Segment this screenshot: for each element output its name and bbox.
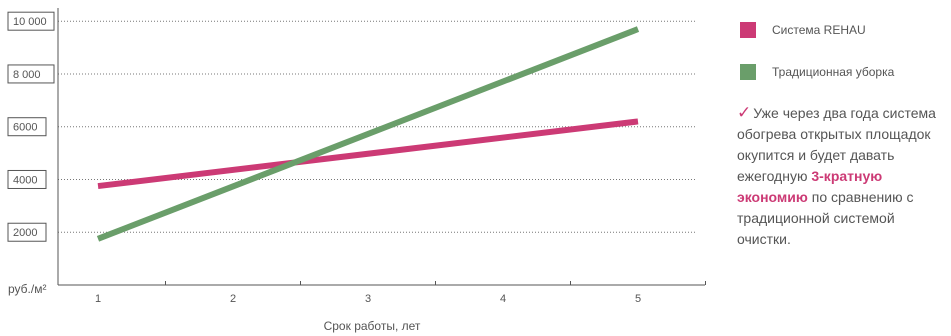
y-tick-label: 2000: [13, 227, 37, 239]
chart: 2000 4000 6000 8 000 10 000 1 2 3 4 5 руб./м² Ср…: [7, 8, 706, 333]
x-axis-title: Срок работы, лет: [324, 319, 421, 333]
legend-item-rehau: Система REHAU: [740, 20, 894, 40]
legend-swatch: [740, 22, 756, 38]
y-tick-box: [7, 11, 55, 31]
y-tick-box: [7, 117, 47, 137]
checkmark-icon: ✓: [737, 103, 752, 122]
legend-swatch: [740, 64, 756, 80]
x-tick-label: 1: [95, 293, 101, 305]
legend: Система REHAU Традиционная уборка: [740, 20, 894, 104]
y-tick-label: 10 000: [13, 16, 47, 28]
x-tick-label: 3: [365, 293, 371, 305]
y-tick-label: 8 000: [13, 69, 41, 81]
note-text-end: по сравнению с традиционной системой очи…: [737, 189, 914, 247]
note-text: Уже через два года система обогрева откр…: [737, 105, 936, 184]
legend-item-traditional: Традиционная уборка: [740, 62, 894, 82]
y-tick-box: [7, 169, 47, 189]
y-tick-box: [7, 64, 55, 84]
savings-note: ✓ Уже через два года система обогрева отк…: [737, 102, 951, 250]
legend-label: Система REHAU: [772, 23, 866, 37]
y-tick-box: [7, 222, 47, 242]
y-unit-label: руб./м²: [8, 282, 46, 296]
y-tick-label: 6000: [13, 122, 37, 134]
legend-label: Традиционная уборка: [772, 65, 895, 79]
x-tick-label: 4: [500, 293, 506, 305]
series-line: [97, 118, 639, 190]
y-ticks: 2000 4000 6000 8 000 10 000: [7, 11, 55, 242]
grid-lines: [58, 20, 695, 233]
series-line: [96, 26, 640, 242]
axes: [57, 8, 705, 286]
x-tick-label: 2: [230, 293, 236, 305]
x-ticks: 1 2 3 4 5: [95, 281, 706, 305]
y-tick-label: 4000: [13, 174, 37, 186]
x-tick-label: 5: [635, 293, 641, 305]
series-lines: [96, 26, 640, 242]
note-highlight: 3-кратную экономию: [737, 168, 883, 205]
